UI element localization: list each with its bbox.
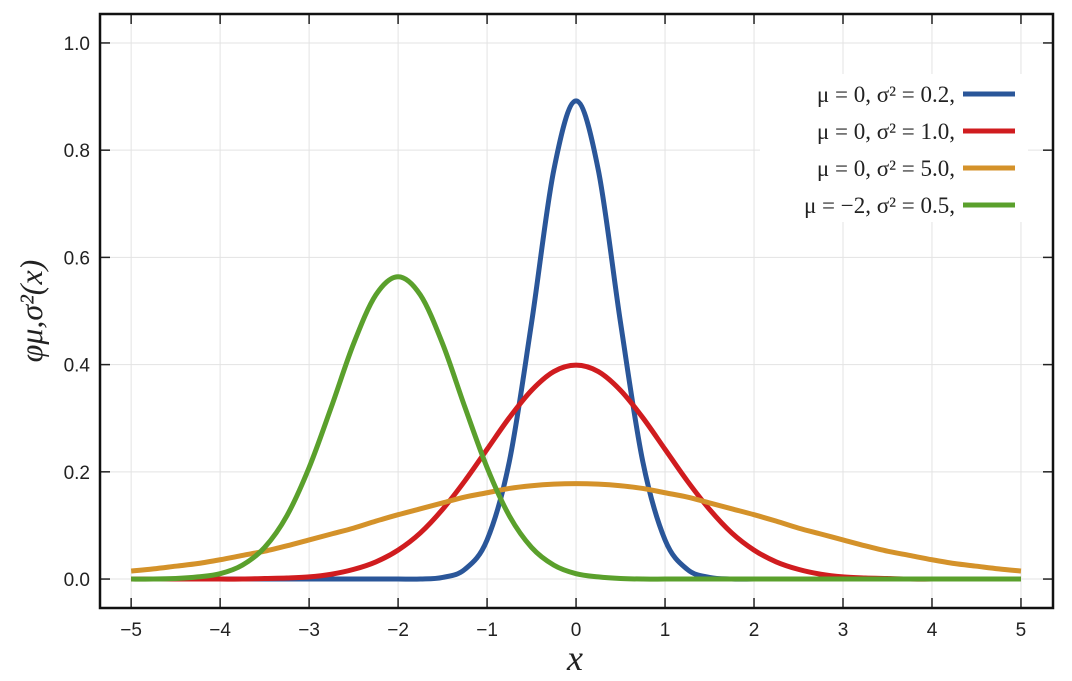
x-axis-title: x [566, 638, 583, 678]
plot-frame [98, 12, 1055, 610]
x-tick-label: −3 [298, 620, 320, 641]
x-tick-label: 4 [927, 620, 938, 641]
x-tick-label: −5 [120, 620, 142, 641]
legend-label: μ = 0, σ² = 1.0, [817, 119, 955, 144]
legend-label: μ = 0, σ² = 5.0, [817, 156, 955, 181]
y-tick-label: 0.2 [64, 463, 90, 484]
x-tick-label: 2 [749, 620, 760, 641]
x-tick-label: −4 [209, 620, 231, 641]
x-tick-label: −1 [476, 620, 498, 641]
x-tick-label: 1 [660, 620, 671, 641]
legend-label: μ = −2, σ² = 0.5, [804, 193, 955, 218]
y-tick-label: 0.0 [64, 570, 90, 591]
series-line [130, 481, 1022, 574]
x-tick-label: 0 [571, 620, 582, 641]
x-tick-label: 3 [838, 620, 849, 641]
y-tick-label: 1.0 [64, 34, 90, 55]
y-tick-label: 0.6 [64, 248, 90, 269]
legend-label: μ = 0, σ² = 0.2, [817, 82, 955, 107]
x-tick-label: −2 [387, 620, 409, 641]
y-axis-title: φμ,σ²(x) [13, 260, 49, 363]
y-tick-label: 0.8 [64, 141, 90, 162]
y-tick-label: 0.4 [64, 356, 91, 377]
series-line [131, 274, 1021, 582]
x-tick-label: 5 [1016, 620, 1027, 641]
